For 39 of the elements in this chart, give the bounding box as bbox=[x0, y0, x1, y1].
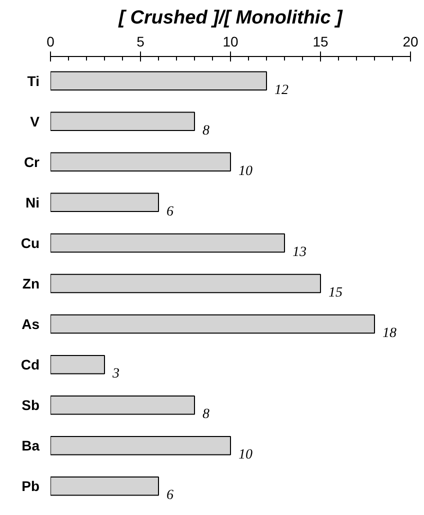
y-tick-label: Ni bbox=[26, 194, 40, 210]
y-tick-label: Cd bbox=[20, 356, 40, 373]
data-label: 15 bbox=[328, 286, 342, 300]
bar bbox=[50, 71, 267, 90]
data-label: 6 bbox=[166, 204, 174, 220]
y-tick-label: As bbox=[22, 316, 40, 332]
bar bbox=[50, 354, 105, 374]
data-label: 13 bbox=[292, 244, 306, 260]
bar bbox=[50, 274, 321, 294]
bar bbox=[50, 233, 285, 253]
data-label: 8 bbox=[202, 123, 210, 138]
x-tick-label: 15 bbox=[312, 34, 328, 50]
bar bbox=[50, 112, 195, 131]
bar bbox=[50, 314, 375, 334]
data-label: 3 bbox=[112, 366, 120, 382]
bar bbox=[50, 192, 159, 212]
bar bbox=[50, 395, 195, 415]
data-label: 6 bbox=[166, 488, 174, 504]
y-tick-label: V bbox=[30, 113, 40, 130]
data-label: 12 bbox=[274, 82, 288, 98]
y-tick-label: Cr bbox=[24, 154, 40, 170]
y-tick-label: Cu bbox=[20, 234, 40, 251]
y-tick-label: Sb bbox=[22, 397, 40, 414]
bar bbox=[50, 476, 159, 496]
y-tick-label: Zn bbox=[22, 276, 40, 292]
x-tick-label: 0 bbox=[46, 34, 55, 50]
chart-title: [ Crushed ]/[ Monolithic ] bbox=[118, 8, 344, 28]
x-tick-label: 5 bbox=[136, 34, 145, 50]
x-tick-label: 10 bbox=[222, 34, 238, 50]
data-label: 8 bbox=[202, 407, 210, 422]
data-label: 10 bbox=[238, 164, 252, 179]
data-label: 18 bbox=[382, 326, 396, 342]
bar bbox=[50, 152, 231, 172]
x-tick-label: 20 bbox=[402, 34, 418, 50]
bar bbox=[50, 436, 231, 456]
y-tick-label: Ti bbox=[27, 72, 40, 89]
y-tick-label: Ba bbox=[22, 438, 40, 454]
data-label: 10 bbox=[238, 448, 252, 463]
y-tick-label: Pb bbox=[22, 478, 40, 494]
